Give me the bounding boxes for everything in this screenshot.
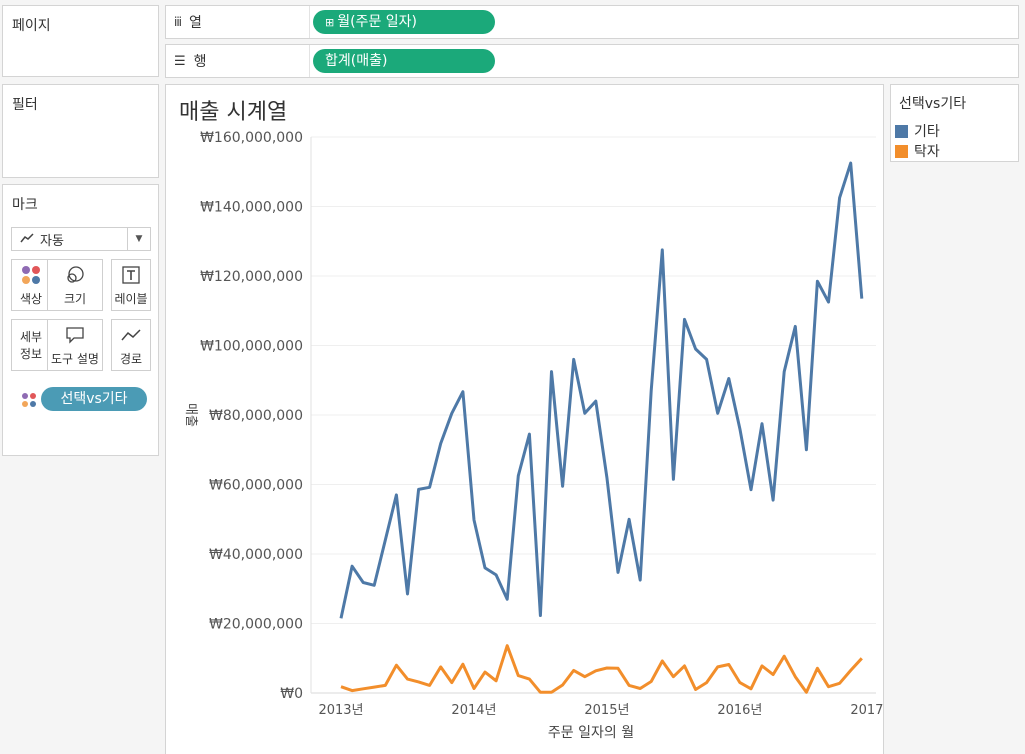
x-axis-label: 주문 일자의 월 [548,725,634,741]
text-label-icon [122,264,140,286]
color-button[interactable]: 색상 [11,259,51,311]
series-line-기타[interactable] [339,161,864,619]
line-mark-icon [20,232,34,247]
pages-title: 페이지 [12,18,51,34]
y-tick-label: ₩60,000,000 [209,478,303,494]
mark-type-value: 자동 [40,233,64,249]
filters-title: 필터 [12,97,38,113]
shelf-divider [309,45,310,77]
chevron-down-icon[interactable]: ▼ [127,228,150,250]
mark-type-dropdown[interactable]: 자동 ▼ [11,227,151,251]
rows-shelf[interactable]: ☰ 행 합계(매출) [165,44,1019,78]
chart-panel: 매출 시계열 ₩0 ₩20,000,000 ₩40,000,000 ₩60,000,0… [165,84,884,754]
size-button[interactable]: 크기 [47,259,103,311]
legend-swatch [895,144,908,158]
legend-item-label: 기타 [914,124,940,140]
legend-title: 선택vs기타 [899,96,967,112]
y-tick-label: ₩120,000,000 [200,269,303,285]
rows-icon: ☰ [174,53,186,69]
detail-button-label-1: 세부 [19,330,43,344]
y-tick-label: ₩100,000,000 [200,339,303,355]
expand-plus-icon: ⊞ [325,16,335,29]
columns-icon: iii [174,15,182,29]
x-tick-label: 2014년 [451,703,496,718]
speech-bubble-icon [65,324,85,346]
columns-shelf[interactable]: iii 열 ⊞ 월(주문 일자) [165,5,1019,39]
y-tick-label: ₩20,000,000 [209,617,303,633]
y-tick-label: ₩80,000,000 [209,408,303,424]
path-button[interactable]: 경로 [111,319,151,371]
line-chart[interactable]: 매출 시계열 ₩0 ₩20,000,000 ₩40,000,000 ₩60,000,0… [166,85,883,753]
detail-button[interactable]: 세부 정보 [11,319,51,371]
size-button-label: 크기 [63,291,87,306]
label-button[interactable]: 레이블 [111,259,151,311]
y-axis-label: 매출 [183,403,198,427]
label-button-label: 레이블 [114,291,148,306]
pages-panel[interactable]: 페이지 [2,5,159,77]
x-tick-label: 2015년 [584,703,629,718]
path-button-label: 경로 [119,351,143,366]
marks-title: 마크 [12,197,38,213]
detail-button-label-2: 정보 [19,347,43,361]
filters-panel[interactable]: 필터 [2,84,159,178]
x-tick-label: 2017년 [850,703,883,718]
columns-pill-text: 월(주문 일자) [337,14,417,30]
legend-panel[interactable]: 선택vs기타 기타 탁자 [890,84,1019,162]
y-tick-label: ₩40,000,000 [209,547,303,563]
legend-item-탁자[interactable]: 탁자 [895,141,940,161]
rows-label: 행 [193,54,207,70]
columns-pill[interactable]: ⊞ 월(주문 일자) [313,10,495,34]
y-tick-label: ₩140,000,000 [200,200,303,216]
chart-title: 매출 시계열 [179,100,287,125]
path-icon [121,324,141,346]
columns-label: 열 [189,15,202,31]
color-button-label: 색상 [19,291,43,306]
tooltip-button[interactable]: 도구 설명 [47,319,103,371]
size-icon [65,264,85,286]
legend-item-label: 탁자 [914,144,940,160]
x-tick-label: 2013년 [318,703,363,718]
color-icon [21,264,41,286]
tooltip-button-label: 도구 설명 [51,351,99,366]
color-dots-icon [21,392,37,412]
color-field-pill[interactable]: 선택vs기타 [41,387,147,411]
legend-swatch [895,124,908,138]
y-tick-label: ₩0 [280,686,303,702]
marks-panel: 마크 자동 ▼ 색상 크기 레이블 세부 정보 [2,184,159,456]
legend-item-기타[interactable]: 기타 [895,121,940,141]
shelf-divider [309,6,310,38]
y-tick-label: ₩160,000,000 [200,130,303,146]
x-tick-label: 2016년 [717,703,762,718]
rows-pill[interactable]: 합계(매출) [313,49,495,73]
series-line-탁자[interactable] [340,644,863,694]
